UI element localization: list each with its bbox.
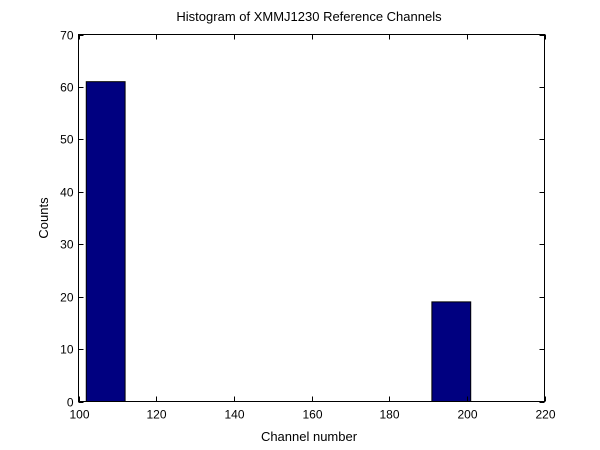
histogram-bar-1 (431, 301, 472, 402)
y-tick-label: 30 (60, 238, 74, 252)
x-tick-label: 200 (457, 408, 477, 422)
x-tick-label: 140 (224, 408, 244, 422)
x-tick-label: 160 (302, 408, 322, 422)
y-tick-label: 60 (60, 81, 74, 95)
chart-title: Histogram of XMMJ1230 Reference Channels (176, 9, 442, 24)
y-tick-label: 50 (60, 133, 74, 147)
x-tick-label: 220 (535, 408, 555, 422)
plot-area (78, 34, 545, 402)
y-tick-label: 20 (60, 291, 74, 305)
histogram-bar-0 (85, 81, 126, 403)
x-tick-label: 120 (146, 408, 166, 422)
y-tick-label: 0 (67, 396, 74, 410)
y-tick-label: 10 (60, 343, 74, 357)
y-tick-label: 40 (60, 186, 74, 200)
x-axis-ticks: 100 120 140 160 180 200 220 (69, 34, 556, 422)
y-tick-label: 70 (60, 29, 74, 43)
x-tick-label: 100 (69, 408, 89, 422)
x-axis-label: Channel number (261, 429, 358, 444)
y-axis-label: Counts (36, 197, 51, 239)
bars-group (85, 81, 472, 403)
x-tick-label: 180 (379, 408, 399, 422)
y-axis-ticks: 0 10 20 30 40 50 60 70 (60, 29, 545, 410)
